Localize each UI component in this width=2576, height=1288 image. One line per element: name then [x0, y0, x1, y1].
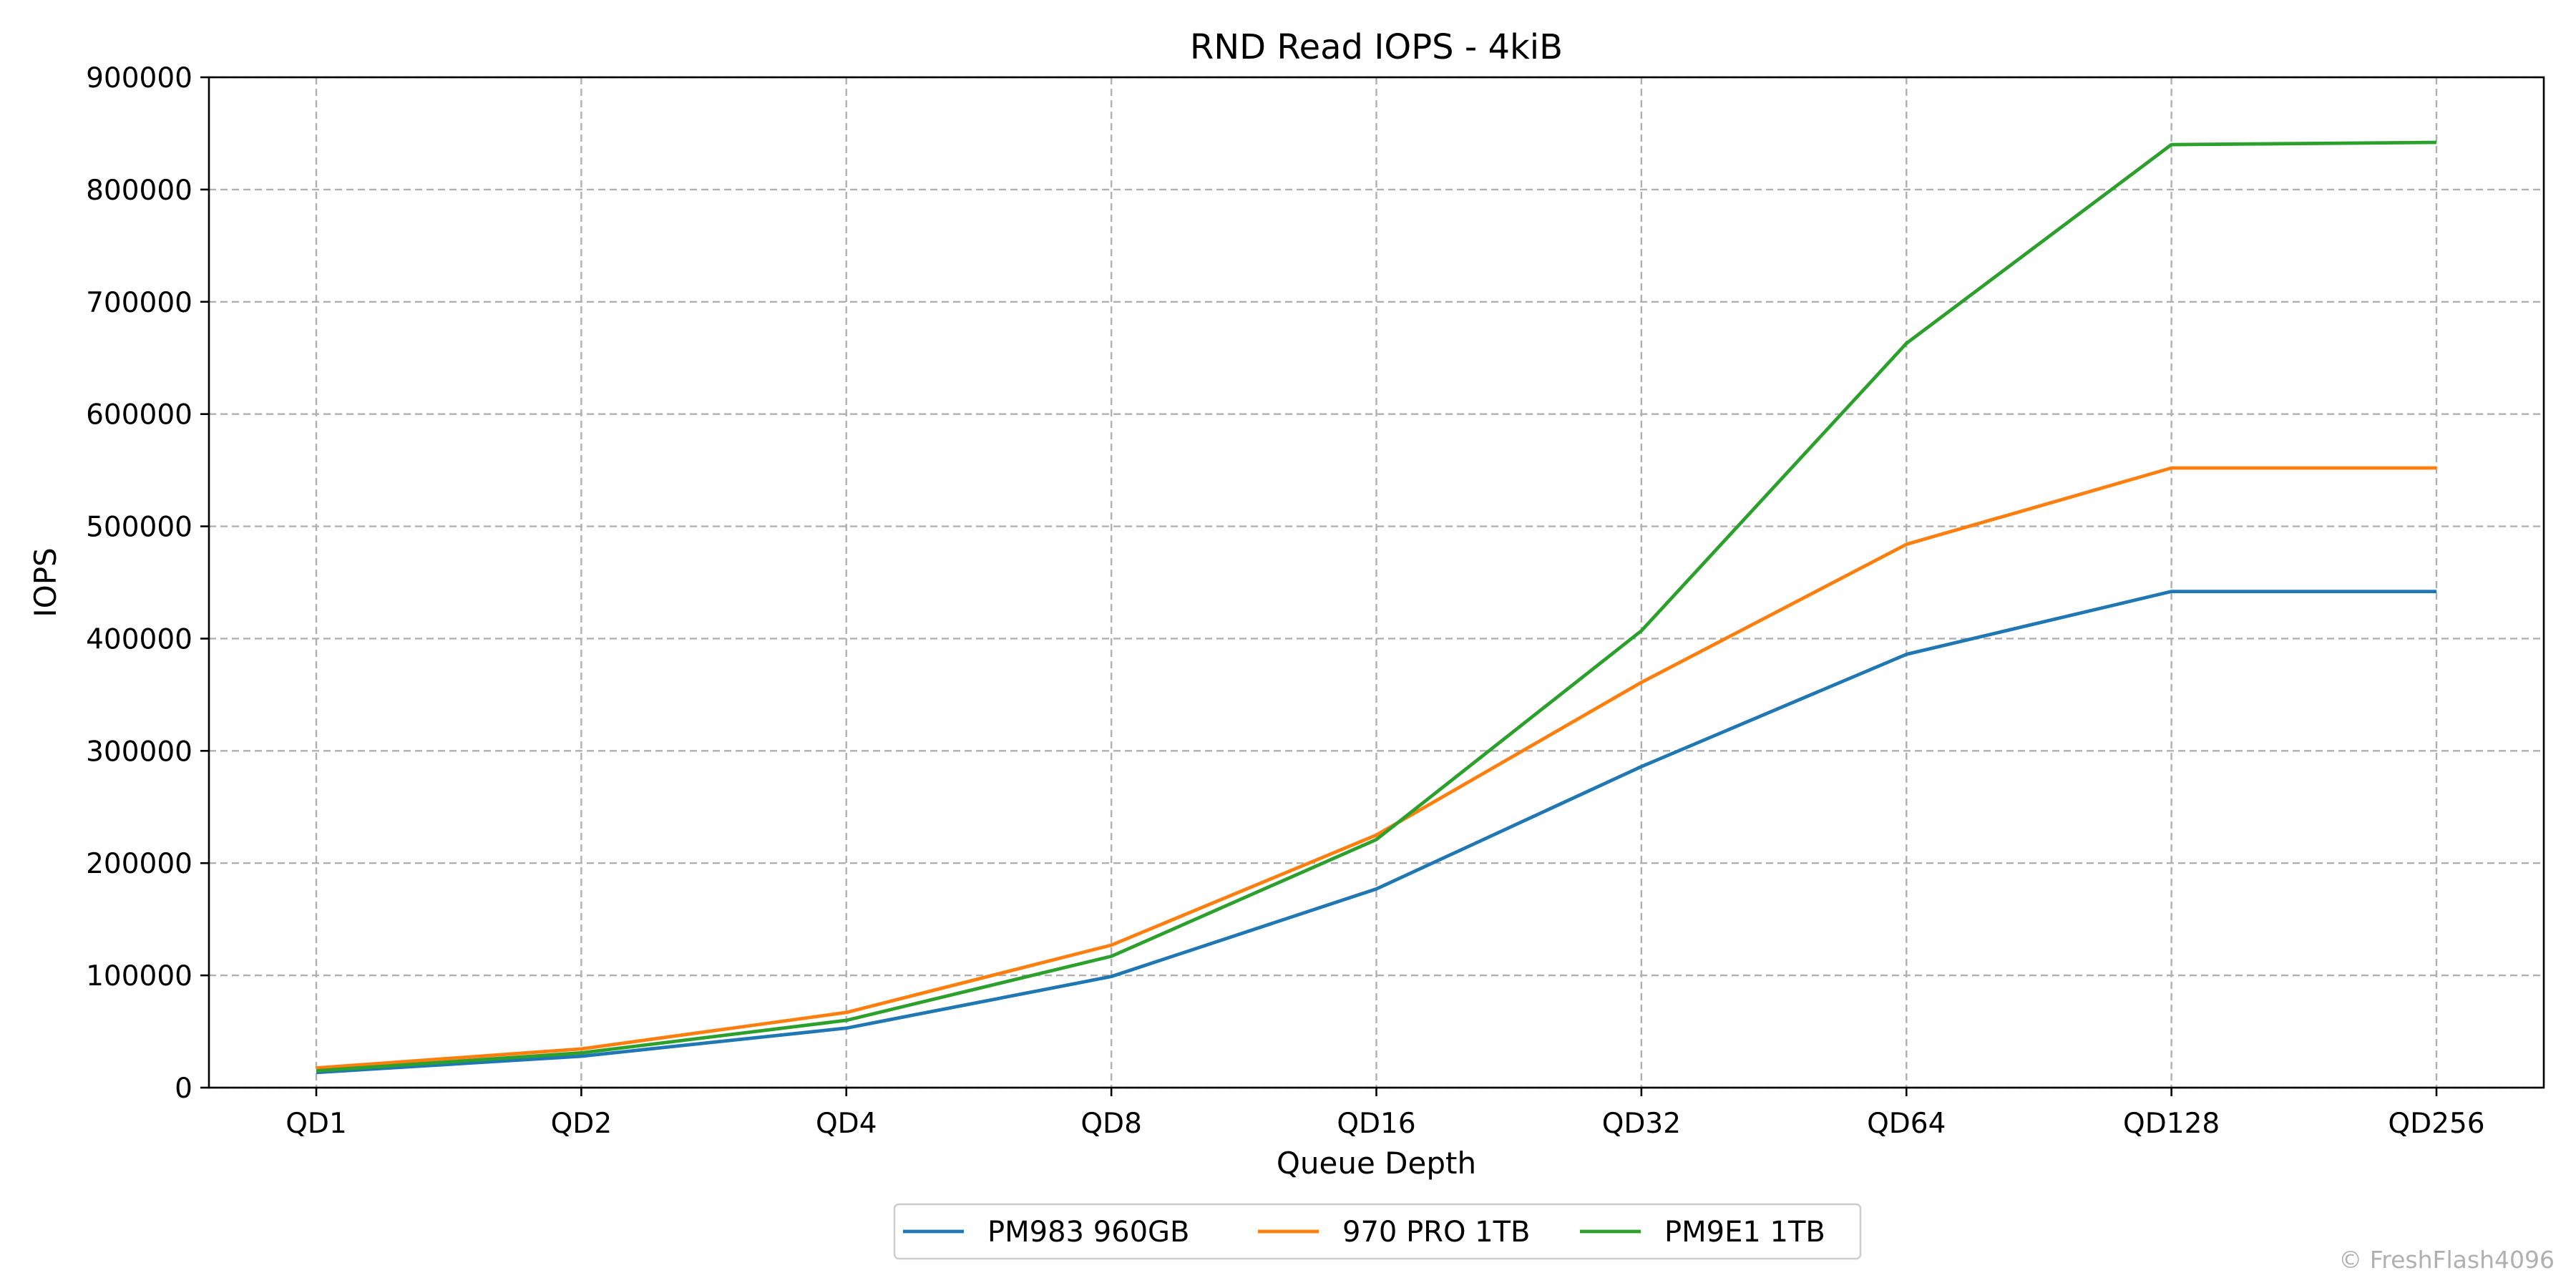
legend-box: [893, 1203, 1862, 1260]
legend-label-1: PM983 960GB: [987, 1216, 1189, 1249]
series-line-3: [316, 140, 2437, 1073]
x-tick-label: QD64: [1867, 1108, 1946, 1140]
x-tick-label: QD1: [286, 1108, 347, 1140]
x-tick-label: QD32: [1602, 1108, 1681, 1140]
x-tick-label: QD4: [816, 1108, 877, 1140]
x-axis-title: Queue Depth: [1277, 1146, 1476, 1181]
x-tick-label: QD16: [1337, 1108, 1415, 1140]
x-tick-label: QD2: [551, 1108, 613, 1140]
x-tick-label: QD256: [2388, 1108, 2484, 1140]
x-axis-ticks: QD1 QD2 QD4 QD8 QD16 QD32 QD64 QD128 QD256: [286, 1088, 2485, 1140]
legend-label-2: 970 PRO 1TB: [1342, 1216, 1531, 1249]
y-tick-label: 900000: [86, 62, 192, 94]
x-tick-label: QD8: [1080, 1108, 1142, 1140]
series-lines: [316, 140, 2437, 1075]
watermark: © FreshFlash4096: [2338, 1246, 2555, 1274]
legend-label-3: PM9E1 1TB: [1664, 1216, 1825, 1249]
y-tick-label: 300000: [86, 736, 192, 768]
y-tick-label: 500000: [86, 512, 192, 544]
x-tick-label: QD128: [2123, 1108, 2220, 1140]
y-tick-label: 700000: [86, 287, 192, 319]
y-axis-title: IOPS: [28, 547, 63, 617]
series-line-1: [316, 590, 2436, 1075]
y-tick-label: 400000: [86, 623, 192, 655]
gridlines: [209, 76, 2544, 1089]
y-axis-ticks: 0 100000 200000 300000 400000 500000 600000 700…: [86, 62, 209, 1105]
y-tick-label: 0: [175, 1073, 192, 1105]
legend: PM983 960GB 970 PRO 1TB PM9E1 1TB: [893, 1203, 1862, 1260]
y-tick-label: 600000: [86, 399, 192, 431]
series-line-2: [316, 466, 2436, 1070]
y-tick-label: 200000: [86, 848, 192, 880]
y-tick-label: 800000: [86, 175, 192, 207]
y-tick-label: 100000: [86, 960, 192, 992]
chart-title: RND Read IOPS - 4kiB: [1190, 27, 1563, 67]
